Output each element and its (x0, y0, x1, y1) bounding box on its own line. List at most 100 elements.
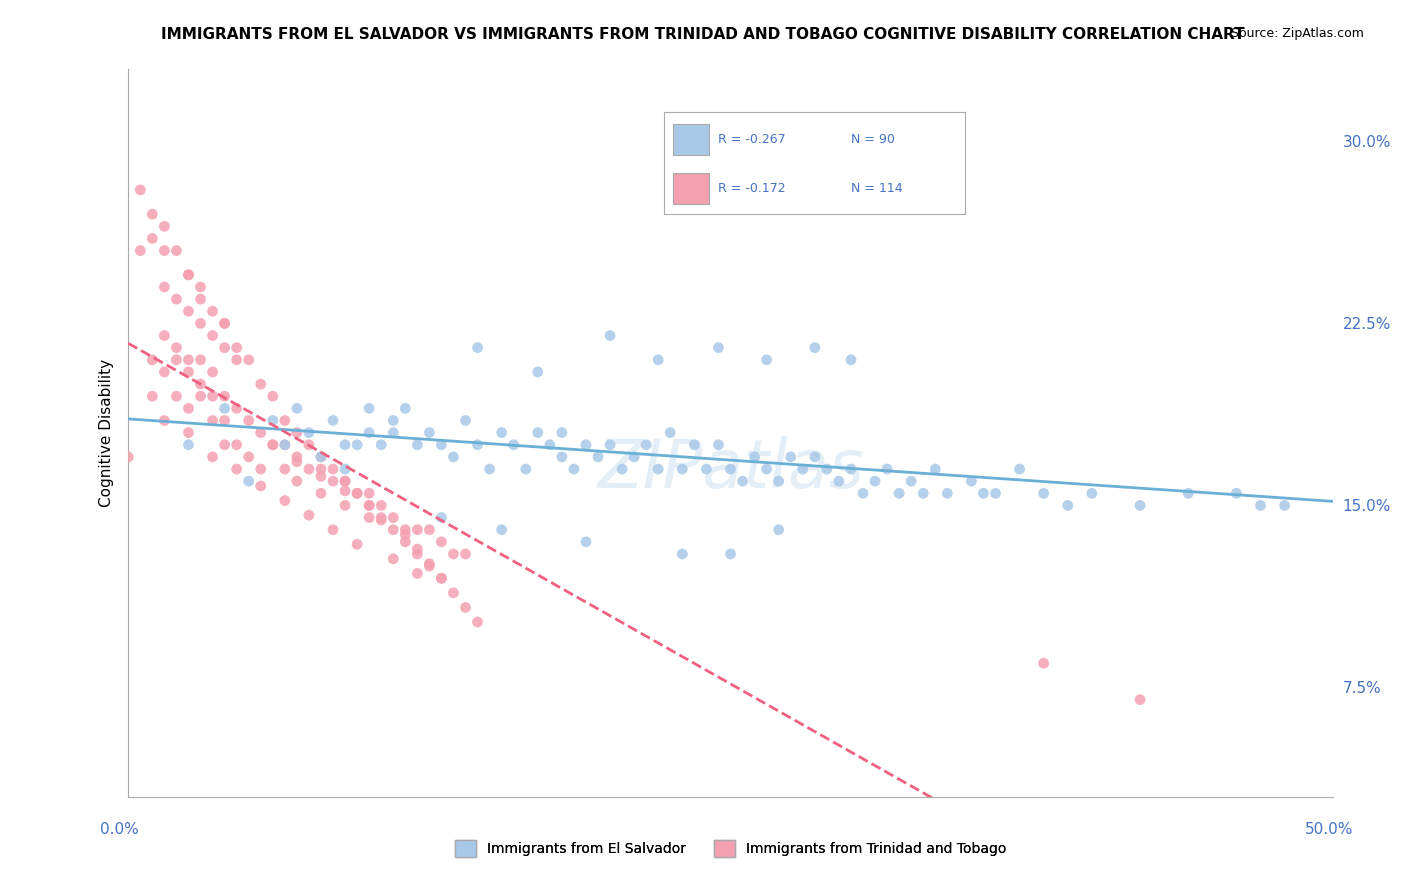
Point (430, 438, 453, 452)
Point (370, 513, 392, 527)
Point (478, 462, 501, 476)
Point (779, 450, 801, 464)
Point (346, 537, 368, 551)
Point (201, 450, 224, 464)
Point (225, 352, 247, 367)
Point (1032, 657, 1054, 671)
Point (683, 438, 706, 452)
Point (309, 450, 332, 464)
Point (430, 571, 453, 585)
Point (1056, 499, 1078, 513)
Point (443, 450, 465, 464)
Point (359, 499, 381, 513)
Point (804, 341, 827, 355)
Point (394, 523, 416, 537)
Point (575, 438, 598, 452)
Point (889, 486, 911, 500)
Point (467, 341, 489, 355)
Point (129, 244, 152, 258)
Point (720, 547, 742, 561)
Point (153, 328, 176, 343)
Point (900, 474, 922, 488)
Point (333, 474, 356, 488)
Point (238, 450, 260, 464)
Point (876, 462, 898, 476)
Point (418, 559, 440, 574)
Point (382, 413, 405, 427)
Point (214, 413, 236, 427)
Point (274, 462, 297, 476)
Point (201, 365, 224, 379)
Point (359, 499, 381, 513)
Point (249, 479, 271, 493)
Point (1225, 486, 1247, 500)
Point (526, 365, 548, 379)
Point (586, 450, 609, 464)
Point (165, 292, 187, 306)
Point (285, 455, 308, 469)
Text: Source: ZipAtlas.com: Source: ZipAtlas.com (1230, 27, 1364, 40)
Text: 0.0%: 0.0% (100, 822, 139, 837)
Point (262, 438, 284, 452)
Point (755, 462, 778, 476)
Point (744, 450, 766, 464)
Y-axis label: Cognitive Disability: Cognitive Disability (100, 359, 114, 507)
Point (720, 462, 742, 476)
Point (190, 389, 212, 403)
Point (406, 566, 429, 581)
Point (153, 413, 176, 427)
Point (177, 401, 200, 416)
Point (177, 438, 200, 452)
Point (153, 244, 176, 258)
Point (359, 401, 381, 416)
Text: 50.0%: 50.0% (1305, 822, 1353, 837)
Point (418, 523, 440, 537)
Point (454, 413, 477, 427)
Point (129, 183, 152, 197)
Point (382, 510, 405, 524)
Point (190, 280, 212, 294)
Point (695, 462, 717, 476)
Point (382, 425, 405, 440)
Point (214, 341, 236, 355)
Point (443, 586, 465, 600)
Point (249, 462, 271, 476)
Point (491, 425, 513, 440)
Point (238, 474, 260, 488)
Point (214, 401, 236, 416)
Point (141, 231, 163, 245)
Point (225, 438, 247, 452)
Point (1032, 486, 1054, 500)
Point (828, 474, 851, 488)
Point (322, 462, 344, 476)
Point (515, 462, 537, 476)
Point (274, 438, 297, 452)
Point (285, 450, 308, 464)
Point (647, 462, 669, 476)
Point (225, 401, 247, 416)
Point (551, 450, 574, 464)
Point (177, 352, 200, 367)
Point (165, 352, 187, 367)
Point (346, 486, 368, 500)
Point (359, 510, 381, 524)
Point (238, 352, 260, 367)
Point (418, 425, 440, 440)
Point (863, 474, 886, 488)
Point (599, 328, 621, 343)
Point (238, 413, 260, 427)
Text: ZIPatlas: ZIPatlas (598, 436, 863, 502)
Point (190, 292, 212, 306)
Point (406, 523, 429, 537)
Point (309, 486, 332, 500)
Point (636, 438, 658, 452)
Point (153, 219, 176, 234)
Point (298, 425, 321, 440)
Point (370, 510, 392, 524)
Point (1177, 486, 1199, 500)
Point (936, 486, 959, 500)
Point (322, 523, 344, 537)
Point (599, 438, 621, 452)
Point (815, 462, 838, 476)
Point (190, 317, 212, 331)
